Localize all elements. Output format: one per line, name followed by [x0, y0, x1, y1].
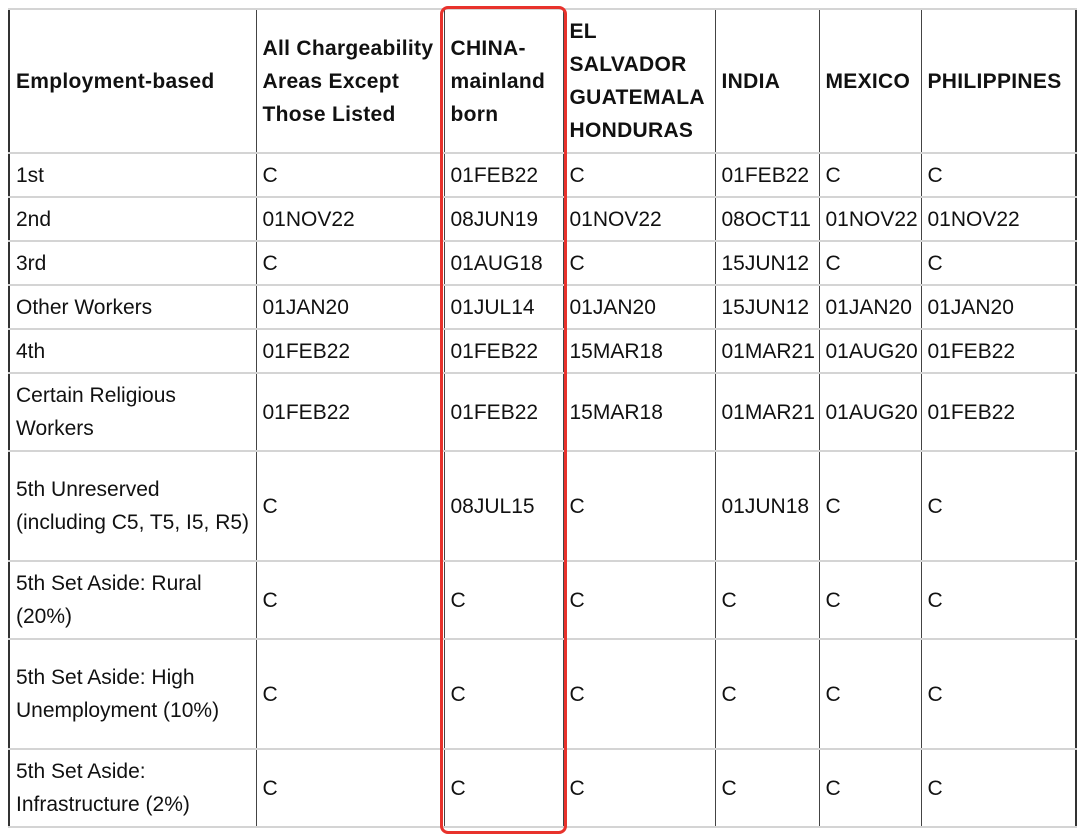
table-row: 1st C 01FEB22 C 01FEB22 C C — [8, 152, 1077, 198]
cell-india: C — [714, 748, 820, 828]
cell-category: 3rd — [8, 240, 257, 286]
cell-el-salvador: 15MAR18 — [562, 328, 716, 374]
cell-el-salvador: 15MAR18 — [562, 372, 716, 452]
table-row: 5th Unreserved (including C5, T5, I5, R5… — [8, 450, 1077, 562]
cell-mexico: C — [818, 240, 922, 286]
cell-category: 1st — [8, 152, 257, 198]
cell-philippines: 01JAN20 — [920, 284, 1077, 330]
cell-china: 01JUL14 — [443, 284, 564, 330]
cell-all-areas: C — [255, 638, 445, 750]
cell-mexico: C — [818, 748, 922, 828]
cell-el-salvador: C — [562, 152, 716, 198]
header-philippines: PHILIPPINES — [920, 8, 1077, 154]
cell-el-salvador: C — [562, 240, 716, 286]
cell-china: 01AUG18 — [443, 240, 564, 286]
cell-china: 01FEB22 — [443, 328, 564, 374]
cell-india: 08OCT11 — [714, 196, 820, 242]
cell-el-salvador: C — [562, 638, 716, 750]
cell-philippines: C — [920, 748, 1077, 828]
header-india: INDIA — [714, 8, 820, 154]
cell-philippines: 01FEB22 — [920, 328, 1077, 374]
cell-india: 01MAR21 — [714, 372, 820, 452]
cell-category: 4th — [8, 328, 257, 374]
cell-india: C — [714, 638, 820, 750]
header-el-salvador: EL SALVADOR GUATEMALA HONDURAS — [562, 8, 716, 154]
cell-mexico: 01AUG20 — [818, 328, 922, 374]
cell-india: C — [714, 560, 820, 640]
cell-all-areas: 01FEB22 — [255, 372, 445, 452]
cell-category: 5th Set Aside: High Unemployment (10%) — [8, 638, 257, 750]
cell-category: 2nd — [8, 196, 257, 242]
cell-mexico: C — [818, 638, 922, 750]
cell-el-salvador: C — [562, 560, 716, 640]
cell-india: 15JUN12 — [714, 284, 820, 330]
table-row: 4th 01FEB22 01FEB22 15MAR18 01MAR21 01AUG20 01… — [8, 328, 1077, 374]
cell-mexico: C — [818, 152, 922, 198]
cell-philippines: C — [920, 560, 1077, 640]
header-mexico: MEXICO — [818, 8, 922, 154]
cell-china: C — [443, 748, 564, 828]
cell-mexico: 01JAN20 — [818, 284, 922, 330]
cell-china: 01FEB22 — [443, 372, 564, 452]
cell-china: C — [443, 638, 564, 750]
cell-mexico: C — [818, 450, 922, 562]
table-row: Other Workers 01JAN20 01JUL14 01JAN20 15JUN1… — [8, 284, 1077, 330]
cell-category: 5th Unreserved (including C5, T5, I5, R5… — [8, 450, 257, 562]
cell-philippines: 01FEB22 — [920, 372, 1077, 452]
visa-bulletin-table: Employment-based All Chargeability Areas… — [8, 8, 1077, 828]
cell-india: 01MAR21 — [714, 328, 820, 374]
table-row: Certain Religious Workers 01FEB22 01FEB22 1… — [8, 372, 1077, 452]
cell-all-areas: C — [255, 748, 445, 828]
cell-philippines: C — [920, 638, 1077, 750]
cell-india: 15JUN12 — [714, 240, 820, 286]
table-row: 3rd C 01AUG18 C 15JUN12 C C — [8, 240, 1077, 286]
cell-india: 01JUN18 — [714, 450, 820, 562]
cell-el-salvador: C — [562, 450, 716, 562]
table-row: 5th Set Aside: Rural (20%) C C C C C C — [8, 560, 1077, 640]
cell-india: 01FEB22 — [714, 152, 820, 198]
cell-el-salvador: C — [562, 748, 716, 828]
cell-all-areas: C — [255, 560, 445, 640]
cell-philippines: 01NOV22 — [920, 196, 1077, 242]
cell-all-areas: C — [255, 152, 445, 198]
cell-mexico: 01NOV22 — [818, 196, 922, 242]
cell-el-salvador: 01JAN20 — [562, 284, 716, 330]
cell-all-areas: C — [255, 240, 445, 286]
cell-category: 5th Set Aside: Rural (20%) — [8, 560, 257, 640]
cell-philippines: C — [920, 450, 1077, 562]
cell-china: C — [443, 560, 564, 640]
cell-all-areas: 01JAN20 — [255, 284, 445, 330]
cell-china: 08JUL15 — [443, 450, 564, 562]
table-row: 2nd 01NOV22 08JUN19 01NOV22 08OCT11 01NOV22 01… — [8, 196, 1077, 242]
cell-category: Other Workers — [8, 284, 257, 330]
cell-china: 01FEB22 — [443, 152, 564, 198]
cell-philippines: C — [920, 240, 1077, 286]
table-row: 5th Set Aside: Infrastructure (2%) C C C C C C — [8, 748, 1077, 828]
cell-philippines: C — [920, 152, 1077, 198]
header-category: Employment-based — [8, 8, 257, 154]
cell-china: 08JUN19 — [443, 196, 564, 242]
cell-all-areas: 01FEB22 — [255, 328, 445, 374]
cell-all-areas: 01NOV22 — [255, 196, 445, 242]
cell-el-salvador: 01NOV22 — [562, 196, 716, 242]
cell-mexico: C — [818, 560, 922, 640]
table-row: 5th Set Aside: High Unemployment (10%) C C… — [8, 638, 1077, 750]
cell-all-areas: C — [255, 450, 445, 562]
cell-category: 5th Set Aside: Infrastructure (2%) — [8, 748, 257, 828]
header-row: Employment-based All Chargeability Areas… — [8, 8, 1077, 154]
header-china: CHINA-mainland born — [443, 8, 564, 154]
cell-mexico: 01AUG20 — [818, 372, 922, 452]
header-all-areas: All Chargeability Areas Except Those Lis… — [255, 8, 445, 154]
cell-category: Certain Religious Workers — [8, 372, 257, 452]
